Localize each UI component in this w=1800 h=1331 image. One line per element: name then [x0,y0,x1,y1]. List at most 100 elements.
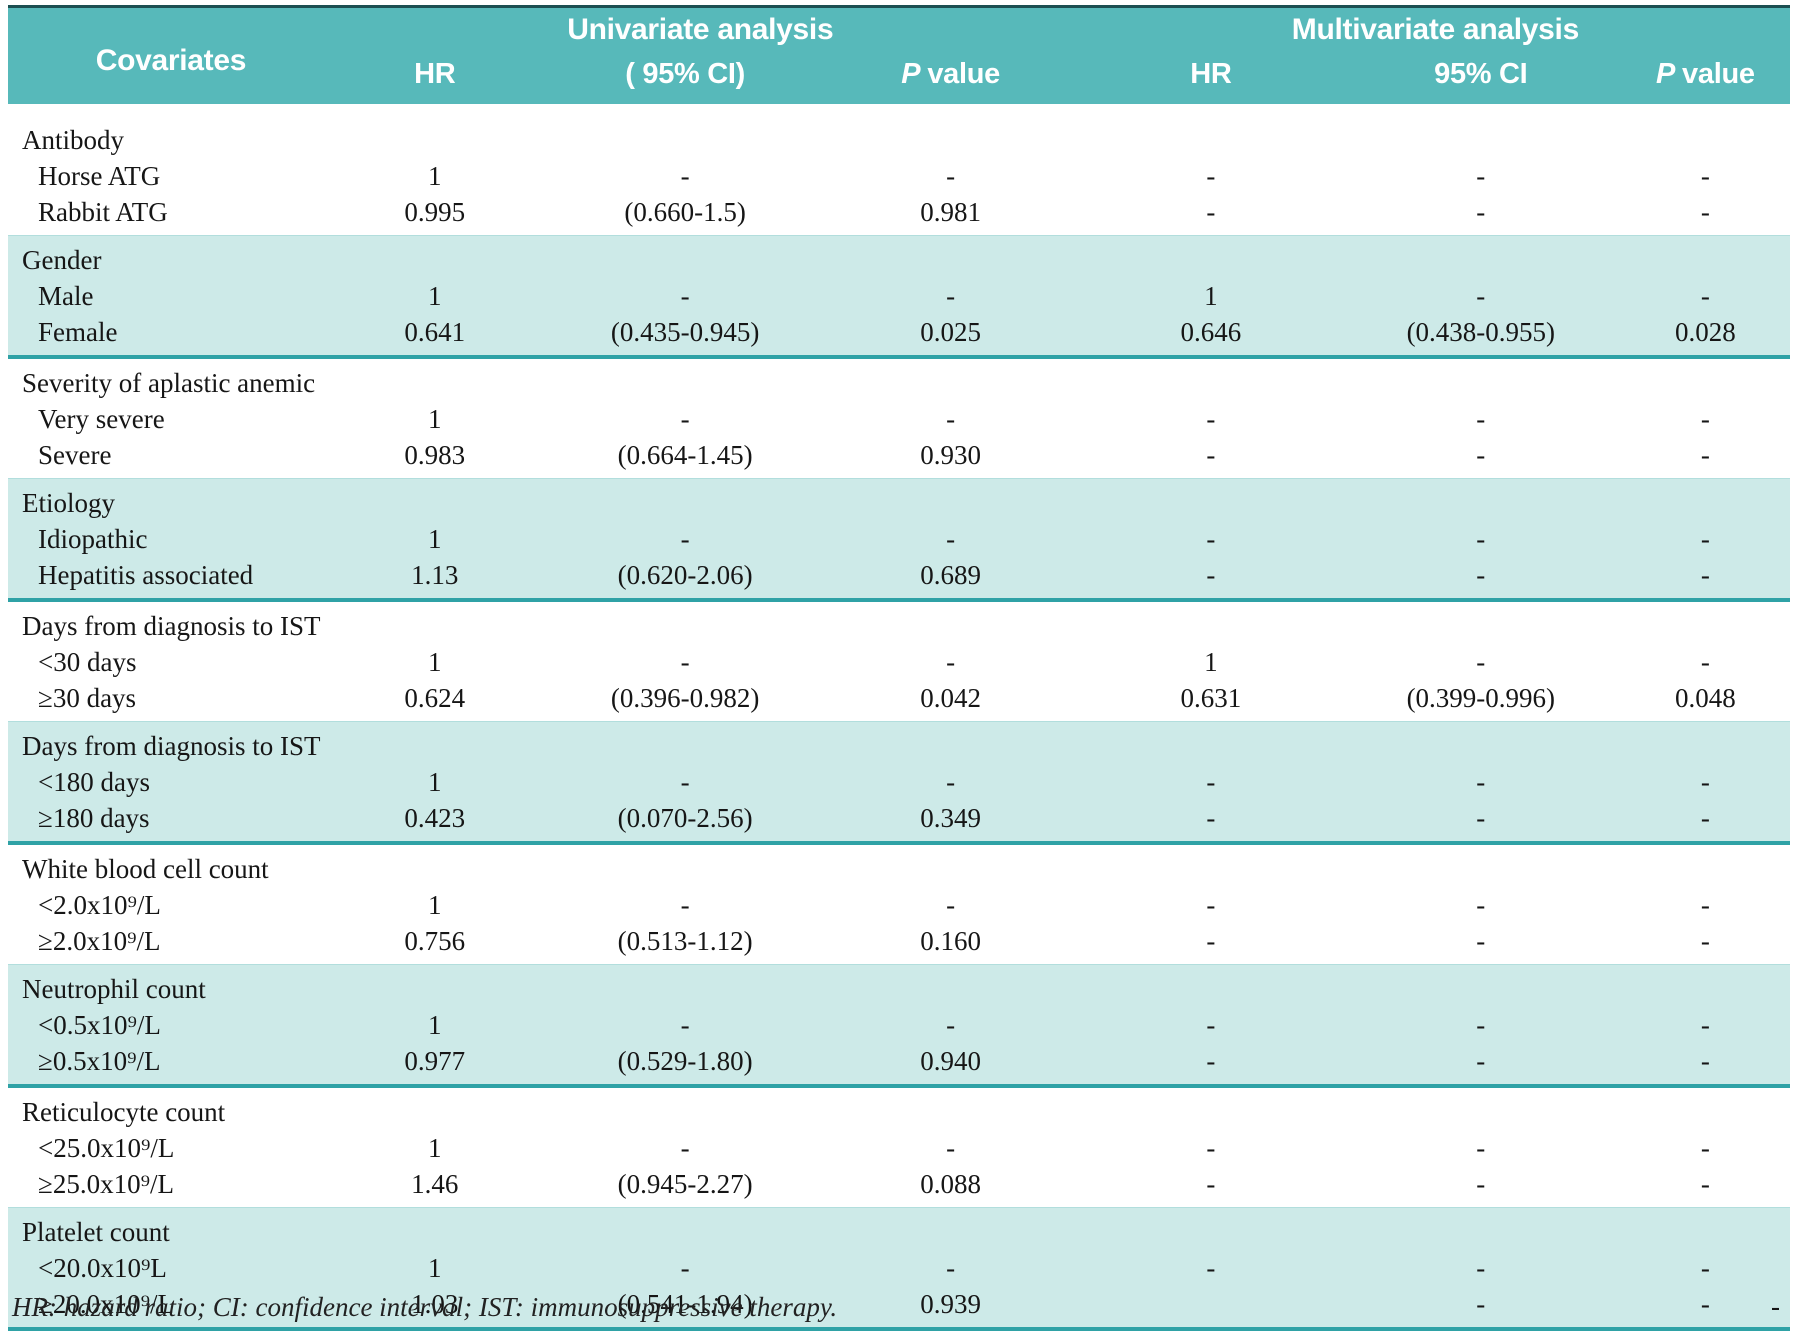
multi-p-cell: - [1620,1166,1790,1208]
multi-ci-cell: - [1340,521,1621,557]
uni-ci-cell: - [549,521,821,557]
uni-hr-cell: 1.46 [319,1166,550,1208]
uni-p-cell: - [820,278,1081,314]
cox-regression-table: Covariates Univariate analysis Multivari… [8,8,1790,1331]
covariate-label: Very severe [8,401,320,437]
multi-hr-cell: 0.631 [1080,680,1341,722]
multi-p-cell: - [1620,521,1790,557]
multi-hr-cell: - [1080,1043,1341,1088]
table-row: <0.5x10⁹/L 1- - - - - [8,1007,1790,1043]
table-row: Rabbit ATG 0.995 (0.660-1.5) 0.981- - - [8,194,1790,236]
uni-ci-cell: (0.435-0.945) [549,314,821,359]
uni-ci-cell: (0.513-1.12) [549,923,821,965]
multi-ci-cell: - [1340,278,1621,314]
uni-ci-cell: (0.620-2.06) [549,557,821,602]
covariate-group-row: White blood cell count [8,843,1790,887]
multi-hr-cell: - [1080,194,1341,236]
multi-ci-cell: - [1340,158,1621,194]
multi-hr-cell: - [1080,1250,1341,1286]
covariate-group-label: Reticulocyte count [8,1086,1790,1130]
p-italic: P [1655,57,1676,90]
uni-ci-cell: (0.664-1.45) [549,437,821,479]
multi-ci-cell: - [1340,401,1621,437]
multi-hr-cell: - [1080,923,1341,965]
multi-ci-cell: - [1340,1043,1621,1088]
covariate-label: ≥25.0x10⁹/L [8,1166,320,1208]
multi-p-cell: - [1620,158,1790,194]
uni-hr-cell: 1 [319,1007,550,1043]
covariate-group-row: Antibody [8,104,1790,158]
table-row: <30 days 1- -1- - [8,644,1790,680]
covariate-label: Female [8,314,320,359]
multi-hr-cell: - [1080,521,1341,557]
uni-hr-cell: 1 [319,521,550,557]
uni-p-cell: - [820,1250,1081,1286]
table-row: ≥30 days 0.624 (0.396-0.982) 0.042 0.631 (0.3… [8,680,1790,722]
covariate-group-row: Severity of aplastic anemic [8,357,1790,401]
covariate-group-label: Days from diagnosis to IST [8,721,1790,764]
header-group-row: Covariates Univariate analysis Multivari… [8,8,1790,104]
table-row: ≥2.0x10⁹/L 0.756 (0.513-1.12) 0.160- - - [8,923,1790,965]
multi-ci-header: 95% CI [1340,52,1621,104]
covariate-group-label: Severity of aplastic anemic [8,357,1790,401]
uni-p-cell: - [820,158,1081,194]
covariate-group-row: Reticulocyte count [8,1086,1790,1130]
uni-ci-cell: - [549,644,821,680]
uni-p-cell: 0.042 [820,680,1081,722]
multi-p-cell: 0.048 [1620,680,1790,722]
multi-ci-cell: (0.438-0.955) [1340,314,1621,359]
univariate-analysis-header: Univariate analysis [319,8,1081,52]
covariate-label: Horse ATG [8,158,320,194]
table-row: Idiopathic 1- - - - - [8,521,1790,557]
uni-hr-header: HR [319,52,550,104]
multi-ci-cell: - [1340,1286,1621,1331]
multi-p-cell: - [1620,644,1790,680]
multi-ci-cell: - [1340,1250,1621,1286]
covariate-label: Idiopathic [8,521,320,557]
uni-ci-cell: - [549,401,821,437]
table-row: Horse ATG 1- - - - - [8,158,1790,194]
uni-hr-cell: 1 [319,1250,550,1286]
table-row: <25.0x10⁹/L 1- - - - - [8,1130,1790,1166]
multivariate-analysis-header: Multivariate analysis [1080,8,1790,52]
table-row: Male 1- -1- - [8,278,1790,314]
p-italic: P [901,57,921,90]
uni-hr-cell: 1 [319,401,550,437]
uni-p-cell: - [820,1130,1081,1166]
covariate-group-row: Etiology [8,478,1790,521]
multi-p-cell: 0.028 [1620,314,1790,359]
multi-p-cell: - [1620,1250,1790,1286]
multi-p-cell: - [1620,764,1790,800]
table-row: Very severe 1- - - - - [8,401,1790,437]
uni-p-cell: 0.930 [820,437,1081,479]
uni-hr-cell: 0.624 [319,680,550,722]
covariate-group-row: Neutrophil count [8,964,1790,1007]
covariate-group-row: Days from diagnosis to IST [8,721,1790,764]
multi-hr-cell: - [1080,1130,1341,1166]
uni-hr-cell: 0.641 [319,314,550,359]
table-header: Covariates Univariate analysis Multivari… [8,8,1790,104]
p-value-text: - [1700,1288,1710,1319]
uni-hr-cell: 1 [319,1130,550,1166]
table-row: <2.0x10⁹/L 1- - - - - [8,887,1790,923]
multi-hr-cell: - [1080,1166,1341,1208]
table-row: ≥180 days 0.423 (0.070-2.56) 0.349- - - [8,800,1790,845]
uni-hr-cell: 1 [319,644,550,680]
uni-ci-cell: - [549,158,821,194]
multi-hr-header: HR [1080,52,1341,104]
table-row: Female 0.641 (0.435-0.945) 0.025 0.646 (0.438… [8,314,1790,359]
uni-p-cell: - [820,644,1081,680]
multi-ci-cell: - [1340,194,1621,236]
covariate-label: Hepatitis associated [8,557,320,602]
p-rest: value [1682,57,1755,90]
uni-p-cell: 0.939 [820,1286,1081,1331]
multi-ci-cell: - [1340,764,1621,800]
uni-p-cell: 0.981 [820,194,1081,236]
covariate-label: <2.0x10⁹/L [8,887,320,923]
covariate-label: ≥2.0x10⁹/L [8,923,320,965]
multi-p-cell: - [1620,1043,1790,1088]
table-row: <180 days 1- - - - - [8,764,1790,800]
